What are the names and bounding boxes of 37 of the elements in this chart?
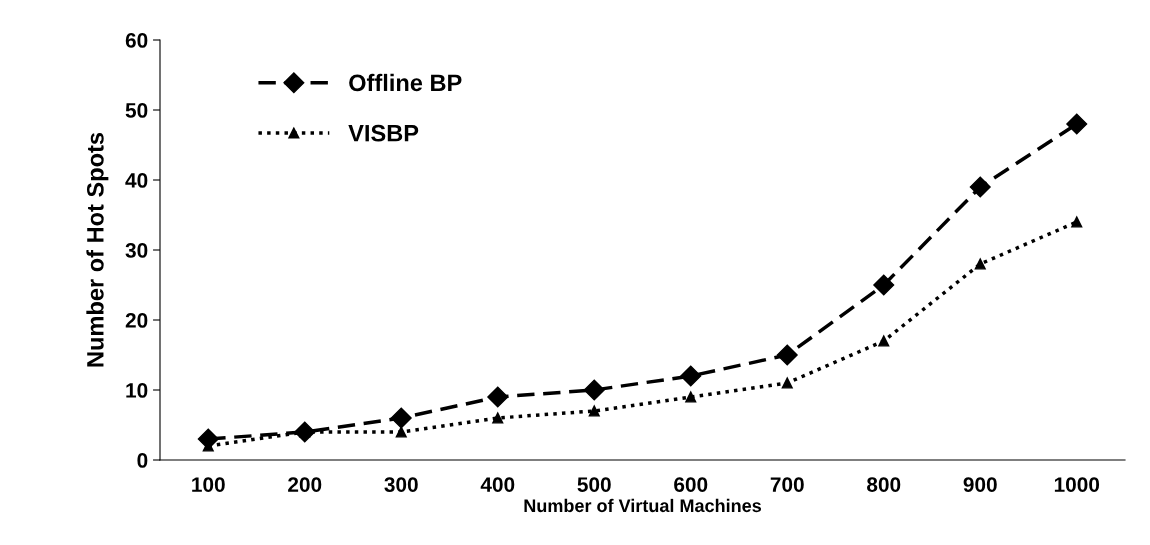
y-tick-label: 0 [137,453,148,468]
point [1071,216,1083,228]
x-tick-label: 800 [867,477,901,492]
y-axis-title: Number of Hot Spots [86,132,109,367]
point [395,426,407,438]
point [969,176,991,198]
y-tick-label: 10 [126,383,148,398]
x-axis-title: Number of Virtual Machines [524,498,761,513]
point [878,335,890,347]
x-tick-label: 200 [288,477,322,492]
x-tick-label: 900 [963,477,997,492]
point [1066,113,1088,135]
point [974,258,986,270]
point [685,391,697,403]
x-tick-label: 300 [384,477,418,492]
legend-label: Offline BP [349,73,462,92]
y-tick-label: 50 [125,103,148,118]
point [583,379,605,401]
point [781,377,793,389]
legend-label: VISBP [348,124,419,142]
y-tick-label: 40 [125,173,148,188]
x-tick-label: 600 [674,477,708,492]
x-tick-label: 100 [192,477,225,492]
x-tick-label: 700 [770,477,804,492]
point [487,386,509,408]
point [390,407,412,429]
y-tick-label: 60 [125,33,148,48]
y-tick-label: 20 [125,313,148,328]
point [776,344,798,366]
point [680,365,702,387]
point [492,412,504,424]
x-tick-label: 1000 [1054,477,1100,492]
point [873,274,895,296]
x-tick-label: 400 [480,477,515,492]
x-tick-label: 500 [577,477,611,492]
point [588,405,600,417]
y-tick-label: 30 [125,243,148,258]
